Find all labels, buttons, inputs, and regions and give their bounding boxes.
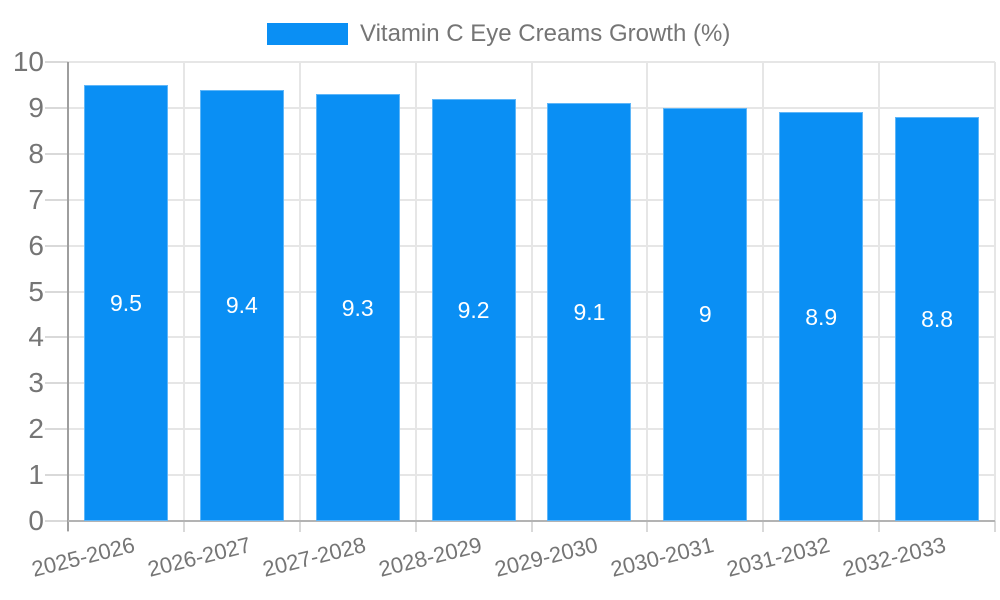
y-axis-label: 7: [28, 183, 44, 215]
legend-swatch-icon: [267, 23, 348, 45]
y-axis-tick: [45, 106, 68, 109]
bar-value-label: 9: [698, 301, 712, 328]
x-axis-label: 2025-2026: [28, 532, 137, 582]
x-axis-label: 2030-2031: [608, 532, 717, 582]
bar[interactable]: [83, 84, 168, 521]
bar[interactable]: [895, 117, 980, 521]
y-axis-tick: [45, 428, 68, 431]
x-axis-tick: [530, 521, 533, 532]
x-axis-tick: [646, 521, 649, 532]
x-axis-tick: [994, 521, 996, 532]
y-axis-label: 1: [28, 459, 44, 491]
v-gridline: [646, 62, 649, 521]
x-axis-label: 2031-2032: [724, 532, 833, 582]
y-axis-tick: [45, 382, 68, 385]
y-axis-line: [67, 62, 69, 531]
y-axis-tick: [45, 290, 68, 293]
x-axis-tick: [762, 521, 765, 532]
y-axis-label: 5: [28, 275, 44, 307]
y-axis-tick: [45, 336, 68, 339]
bar-value-label: 9.5: [109, 289, 142, 316]
y-axis-label: 8: [28, 137, 44, 169]
bar[interactable]: [431, 98, 516, 521]
bar[interactable]: [779, 112, 864, 521]
x-axis-label: 2027-2028: [260, 532, 369, 582]
y-axis-label: 3: [28, 367, 44, 399]
y-axis-tick: [45, 244, 68, 247]
bar[interactable]: [663, 107, 748, 521]
x-axis-tick: [298, 521, 301, 532]
bar-value-label: 9.2: [457, 296, 490, 323]
y-axis-label: 6: [28, 229, 44, 261]
v-gridline: [182, 62, 185, 521]
bar[interactable]: [547, 103, 632, 521]
chart-legend[interactable]: Vitamin C Eye Creams Growth (%): [267, 20, 731, 47]
x-axis-label: 2032-2033: [839, 532, 949, 582]
v-gridline: [298, 62, 301, 521]
x-axis-tick: [878, 521, 881, 532]
x-axis-tick: [182, 521, 185, 532]
v-gridline: [414, 62, 417, 521]
bar[interactable]: [199, 89, 284, 521]
x-axis-label: 2029-2030: [492, 532, 601, 582]
bar-value-label: 9.1: [573, 299, 606, 326]
x-axis-baseline: [68, 520, 995, 522]
y-axis-label: 0: [28, 505, 44, 536]
y-axis-label: 4: [28, 321, 44, 353]
bar[interactable]: [315, 94, 400, 521]
v-gridline: [762, 62, 765, 521]
y-axis-tick: [45, 152, 68, 155]
x-axis-label: 2026-2027: [144, 532, 253, 582]
v-gridline: [994, 62, 996, 521]
y-axis-tick: [45, 198, 68, 201]
bar-value-label: 9.3: [341, 294, 374, 321]
y-axis-label: 10: [12, 46, 44, 77]
y-axis-tick: [45, 474, 68, 477]
legend-label: Vitamin C Eye Creams Growth (%): [360, 20, 731, 47]
bar-value-label: 8.9: [805, 303, 838, 330]
y-axis-label: 2: [28, 413, 44, 445]
y-axis-label: 9: [28, 91, 44, 123]
y-axis-tick: [45, 520, 68, 522]
v-gridline: [530, 62, 533, 521]
y-axis-tick: [45, 61, 68, 63]
bar-value-label: 9.4: [225, 292, 258, 319]
v-gridline: [878, 62, 881, 521]
x-axis-label: 2028-2029: [376, 532, 485, 582]
bar-value-label: 8.8: [921, 306, 954, 333]
x-axis-tick: [414, 521, 417, 532]
